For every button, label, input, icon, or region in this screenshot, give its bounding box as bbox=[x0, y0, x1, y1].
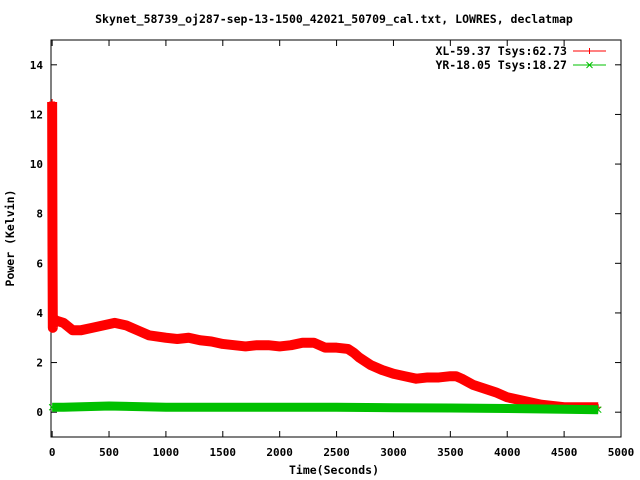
series-xl-point bbox=[526, 399, 533, 406]
y-tick-label: 0 bbox=[36, 406, 43, 419]
series-xl-point bbox=[185, 334, 192, 341]
y-tick-label: 14 bbox=[30, 59, 44, 72]
series-yr-point bbox=[560, 405, 568, 413]
x-tick-label: 1500 bbox=[210, 446, 237, 459]
series-xl-point bbox=[458, 375, 465, 382]
x-tick-label: 4500 bbox=[551, 446, 578, 459]
series-xl-point bbox=[265, 342, 272, 349]
y-tick-label: 2 bbox=[36, 357, 43, 370]
series-xl-point bbox=[447, 373, 454, 380]
series-layer bbox=[47, 99, 602, 415]
series-xl-point bbox=[253, 342, 260, 349]
series-xl-point bbox=[492, 389, 499, 396]
series-yr-point bbox=[446, 404, 454, 412]
series-xl-point bbox=[174, 335, 181, 342]
series-xl-point bbox=[69, 327, 76, 334]
y-tick-label: 10 bbox=[30, 158, 43, 171]
series-xl-point bbox=[310, 339, 317, 346]
series-yr-point bbox=[219, 403, 227, 411]
series-xl-point bbox=[504, 394, 511, 401]
x-tick-label: 0 bbox=[49, 446, 56, 459]
series-xl-point bbox=[401, 373, 408, 380]
series-yr-point bbox=[162, 403, 170, 411]
series-yr-point bbox=[48, 403, 56, 411]
y-axis: 0 2 4 6 8 10 12 14 bbox=[30, 59, 621, 419]
series-xl-point bbox=[350, 349, 357, 356]
series-yr-point bbox=[105, 402, 113, 410]
series-xl-point bbox=[470, 381, 477, 388]
series-xl-point bbox=[197, 337, 204, 344]
series-xl-point bbox=[356, 354, 363, 361]
x-tick-label: 4000 bbox=[494, 446, 521, 459]
series-xl-point bbox=[111, 319, 118, 326]
series-xl-point bbox=[379, 367, 386, 374]
x-tick-label: 2500 bbox=[323, 446, 350, 459]
y-tick-label: 4 bbox=[36, 307, 43, 320]
series-yr bbox=[48, 401, 602, 415]
series-xl-point bbox=[52, 317, 59, 324]
series-xl-point bbox=[435, 374, 442, 381]
series-xl-point bbox=[100, 322, 107, 329]
series-yr-point bbox=[390, 404, 397, 412]
series-yr-point bbox=[503, 405, 511, 412]
series-xl-point bbox=[288, 342, 295, 349]
series-yr-point bbox=[594, 406, 602, 414]
series-xl-point bbox=[390, 370, 397, 377]
series-xl-point bbox=[515, 396, 522, 403]
series-xl-point bbox=[453, 373, 460, 380]
chart-title: Skynet_58739_oj287-sep-13-1500_42021_507… bbox=[95, 12, 573, 27]
series-xl-point bbox=[49, 99, 56, 106]
y-tick-label: 8 bbox=[36, 208, 43, 221]
series-xl-point bbox=[123, 322, 130, 329]
x-tick-label: 2000 bbox=[266, 446, 293, 459]
series-xl-point bbox=[276, 343, 283, 350]
legend-marker bbox=[586, 48, 593, 54]
series-xl-point bbox=[413, 375, 420, 382]
series-xl-point bbox=[481, 385, 488, 392]
legend-label: XL-59.37 Tsys:62.73 bbox=[435, 44, 567, 58]
x-tick-label: 3500 bbox=[437, 446, 464, 459]
x-axis: 0 500 1000 1500 2000 2500 3000 3500 4000 4500 5000 bbox=[49, 40, 634, 459]
series-xl-point bbox=[344, 345, 351, 352]
series-xl-point bbox=[77, 327, 84, 334]
series-xl-point bbox=[231, 342, 238, 349]
x-tick-label: 500 bbox=[99, 446, 119, 459]
series-yr-point bbox=[333, 403, 340, 411]
series-xl-point bbox=[145, 332, 152, 339]
series-xl-point bbox=[134, 327, 141, 334]
series-xl-point bbox=[333, 344, 340, 351]
series-xl-point bbox=[208, 338, 215, 345]
series-xl-point bbox=[49, 324, 56, 331]
y-axis-label: Power (Kelvin) bbox=[3, 190, 17, 287]
series-xl-point bbox=[88, 324, 95, 331]
series-xl-point bbox=[162, 334, 169, 341]
legend-label: YR-18.05 Tsys:18.27 bbox=[435, 58, 567, 72]
series-xl-point bbox=[424, 374, 431, 381]
x-tick-label: 5000 bbox=[608, 446, 635, 459]
x-tick-label: 1000 bbox=[153, 446, 180, 459]
series-yr-point bbox=[276, 403, 284, 411]
y-tick-label: 12 bbox=[30, 108, 43, 121]
y-tick-label: 6 bbox=[36, 257, 43, 270]
series-xl-point bbox=[49, 242, 56, 249]
series-xl-point bbox=[60, 319, 67, 326]
series-xl-point bbox=[322, 344, 329, 351]
series-xl-point bbox=[219, 340, 226, 347]
series-xl-point bbox=[242, 343, 249, 350]
series-xl-point bbox=[299, 339, 306, 346]
legend-marker bbox=[586, 61, 593, 69]
series-yr-point bbox=[60, 403, 67, 411]
x-tick-label: 3000 bbox=[380, 446, 407, 459]
series-yr-line bbox=[52, 405, 599, 411]
series-xl-point bbox=[367, 362, 374, 369]
x-axis-label: Time(Seconds) bbox=[289, 463, 379, 477]
